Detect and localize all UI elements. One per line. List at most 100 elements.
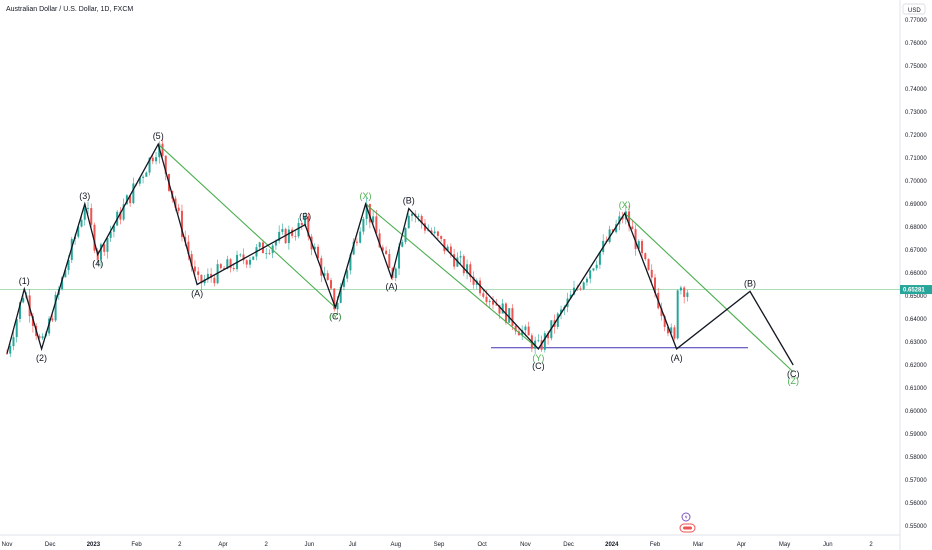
candle-body — [683, 287, 686, 297]
wave-label: (A) — [385, 282, 397, 292]
candle-body — [336, 302, 339, 310]
candle-body — [151, 157, 154, 162]
wave-label: (5) — [153, 131, 164, 141]
currency-button[interactable] — [902, 3, 926, 15]
candle-body — [200, 274, 203, 284]
candle-body — [90, 208, 93, 225]
candle-body — [488, 300, 491, 302]
candle-body — [673, 327, 676, 339]
candle-body — [258, 242, 261, 248]
y-tick-label: 0.56000 — [905, 501, 927, 507]
x-tick-label: Mar — [693, 542, 703, 548]
candle-body — [462, 256, 465, 274]
candle-body — [469, 264, 472, 277]
candle-body — [252, 256, 255, 260]
candle-body — [573, 287, 575, 295]
candle-body — [634, 229, 637, 249]
candle-body — [398, 246, 401, 269]
y-tick-label: 0.74000 — [905, 87, 927, 93]
y-tick-label: 0.63000 — [905, 340, 927, 346]
candle-body — [608, 229, 611, 243]
candle-body — [206, 273, 209, 280]
candle-body — [38, 335, 41, 339]
candle-body — [663, 316, 666, 327]
candle-body — [498, 305, 501, 314]
candle-body — [210, 273, 213, 278]
candle-body — [119, 211, 122, 220]
candle-body — [232, 268, 235, 270]
y-tick-label: 0.71000 — [905, 156, 927, 162]
y-tick-label: 0.75000 — [905, 64, 927, 70]
candle-body — [6, 353, 8, 355]
candle-body — [556, 313, 559, 327]
y-tick-label: 0.69000 — [905, 202, 927, 208]
candle-body — [229, 259, 232, 269]
x-axis: Nov Dec 2023 Feb 2 Apr 2 Jun Jul Aug Sep Oct Nov Dec 2… — [2, 542, 874, 548]
candle-body — [420, 215, 423, 224]
wave-label: (Y) — [532, 353, 544, 363]
candle-body — [479, 280, 482, 294]
y-tick-label: 0.72000 — [905, 133, 927, 139]
candle-body — [582, 282, 585, 290]
candle-body — [265, 253, 268, 254]
y-tick-label: 0.77000 — [905, 18, 927, 24]
candle-body — [190, 254, 193, 267]
candle-body — [93, 224, 96, 251]
candle-body — [83, 208, 86, 220]
x-tick-label: Apr — [218, 542, 227, 548]
y-tick-label: 0.64000 — [905, 317, 927, 323]
candle-body — [394, 268, 397, 278]
candle-body — [138, 177, 141, 184]
candle-body — [281, 229, 284, 232]
y-tick-label: 0.62000 — [905, 363, 927, 369]
candle-body — [670, 327, 673, 334]
candle-body — [278, 231, 281, 241]
candle-body — [543, 333, 546, 350]
y-tick-label: 0.67000 — [905, 248, 927, 254]
candle-body — [61, 277, 64, 290]
candle-body — [686, 292, 689, 297]
candle-body — [628, 211, 631, 227]
candle-body — [132, 183, 135, 204]
price-badge-bg — [900, 285, 932, 295]
x-tick-label: Nov — [520, 542, 531, 548]
candle-body — [446, 246, 449, 252]
candle-body — [641, 241, 644, 254]
x-tick-label: 2024 — [605, 542, 619, 548]
candle-body — [485, 296, 488, 302]
candle-body — [22, 297, 25, 303]
candle-body — [440, 235, 443, 239]
candle-body — [54, 294, 57, 321]
candle-body — [404, 228, 407, 243]
x-tick-label: Nov — [2, 542, 13, 548]
candle-body — [41, 336, 44, 339]
x-tick-label: 2 — [178, 542, 182, 548]
candle-body — [537, 340, 540, 342]
wave-label: (Y) — [329, 312, 341, 322]
event-pill-icon — [683, 526, 692, 530]
candle-body — [514, 325, 517, 332]
candle-body — [654, 277, 656, 293]
x-tick-label: 2023 — [87, 542, 101, 548]
wave-label: (X) — [619, 200, 631, 210]
candle-body — [103, 244, 106, 252]
x-tick-label: Dec — [563, 542, 574, 548]
candle-body — [274, 240, 277, 246]
candle-body — [508, 308, 511, 323]
y-tick-label: 0.76000 — [905, 41, 927, 47]
candle-body — [297, 222, 300, 237]
candle-body — [219, 264, 222, 269]
candle-body — [666, 326, 669, 334]
candle-body — [223, 268, 226, 270]
candle-body — [161, 143, 164, 156]
candle-body — [249, 259, 251, 265]
candle-body — [326, 273, 329, 281]
candle-body — [569, 294, 572, 299]
candle-body — [99, 244, 102, 260]
candle-body — [644, 253, 647, 260]
candle-body — [129, 195, 132, 204]
x-tick-label: Feb — [131, 542, 142, 548]
candle-body — [411, 213, 413, 216]
candle-body — [109, 231, 112, 238]
